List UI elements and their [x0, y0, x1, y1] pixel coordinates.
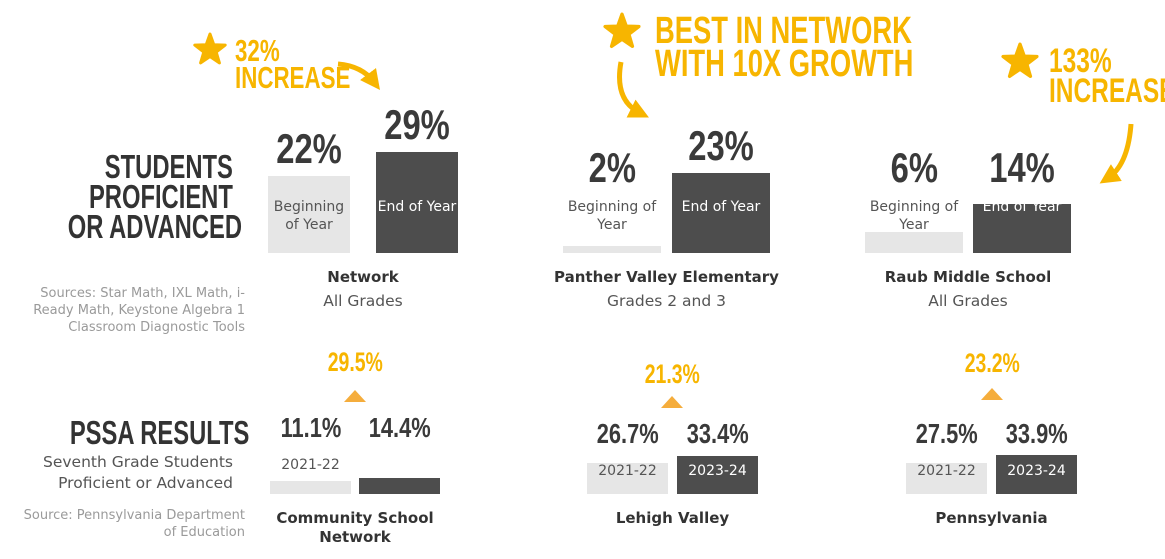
value-label: 26.7% [596, 418, 659, 449]
category-label: 2021-22 [598, 463, 657, 479]
heading-line: PROFICIENT [89, 178, 233, 215]
bar [672, 172, 770, 253]
annotation: 32% [235, 33, 280, 68]
chart-title: Lehigh Valley [615, 509, 730, 527]
up-triangle [981, 388, 1003, 400]
bar [865, 232, 963, 253]
bottom-heading: PSSA RESULTS [0, 416, 250, 449]
value-label: 29% [384, 100, 450, 148]
value-label: 23% [688, 121, 754, 169]
chart-subtitle: All Grades [928, 292, 1008, 310]
value-label-box: 14% [953, 144, 1091, 191]
value-label-box: 33.4% [657, 418, 778, 449]
annotation: 21.3% [644, 359, 700, 389]
star [193, 32, 227, 65]
chart-title: Raub Middle School [884, 268, 1052, 286]
bar [563, 246, 661, 253]
bar [677, 455, 758, 494]
source-note: Source: Pennsylvania Department of Educa… [23, 508, 245, 540]
heading-line: STUDENTS [104, 148, 233, 185]
annotation: BEST IN NETWORK [655, 10, 912, 52]
value-label: 33.4% [686, 418, 749, 449]
bar [996, 455, 1077, 494]
value-label: 14% [989, 144, 1055, 191]
bar [376, 151, 458, 253]
chart-title: Pennsylvania [935, 509, 1048, 527]
category-label: Beginning of Year [567, 199, 657, 233]
value-label: 14.4% [368, 412, 431, 443]
value-label-box: 2% [543, 144, 681, 191]
arrow [617, 61, 649, 118]
heading-line: OR ADVANCED [67, 208, 243, 245]
value-label: 22% [276, 125, 342, 172]
annotation: 29.5% [327, 347, 383, 377]
star [603, 12, 641, 48]
category-label: Beginning of Year [273, 199, 345, 233]
value-label: 27.5% [915, 418, 978, 449]
source-note: Sources: Star Math, IXL Math, i-Ready Ma… [33, 286, 245, 335]
category-label: 2023-24 [370, 457, 429, 473]
category-label: 2021-22 [281, 457, 340, 473]
bar [359, 477, 440, 494]
annotation: INCREASE [1049, 71, 1165, 110]
arrow [337, 61, 381, 90]
annotation-box: 133% [1049, 42, 1136, 80]
annotation-box: 29.5% [275, 347, 435, 377]
top-heading: STUDENTS PROFICIENT OR ADVANCED [0, 148, 242, 243]
value-label: 2% [588, 144, 636, 191]
chart-title: Panther Valley Elementary [554, 268, 779, 286]
annotation-box: INCREASE [1049, 71, 1165, 110]
annotation: 23.2% [964, 348, 1020, 378]
annotation-box: INCREASE [235, 60, 395, 96]
annotation-box: 23.2% [912, 348, 1072, 378]
value-label: 33.9% [1005, 418, 1068, 449]
value-label-box: 33.9% [976, 418, 1097, 449]
chart-title: Community School Network [276, 509, 434, 546]
annotation-box: 21.3% [592, 359, 752, 389]
category-label: 2021-22 [917, 463, 976, 479]
annotation-box: BEST IN NETWORK [655, 10, 1012, 52]
bar [906, 462, 987, 494]
value-label-box: 26.7% [567, 418, 688, 449]
chart-subtitle: All Grades [323, 292, 403, 310]
category-label: Beginning of Year [869, 199, 959, 233]
value-label: 6% [890, 144, 938, 191]
bar [587, 463, 668, 494]
up-triangle [344, 390, 366, 402]
category-label: End of Year [377, 199, 457, 215]
bar [268, 176, 350, 253]
value-label-box: 14.4% [339, 412, 460, 443]
subheading: Seventh Grade Students Proficient or Adv… [42, 453, 233, 492]
bar [973, 204, 1071, 253]
annotation: INCREASE [235, 60, 351, 96]
bar [270, 481, 351, 494]
value-label-box: 6% [845, 144, 983, 191]
category-label: 2023-24 [688, 463, 747, 479]
category-label: End of Year [681, 199, 761, 215]
value-label-box: 11.1% [250, 412, 371, 443]
arrow [1099, 123, 1134, 184]
value-label: 11.1% [280, 412, 341, 443]
chart-title: Network [327, 268, 399, 286]
annotation: WITH 10X GROWTH [655, 43, 914, 86]
category-label: End of Year [982, 199, 1062, 215]
value-label-box: 27.5% [886, 418, 1007, 449]
value-label-box: 29% [356, 100, 478, 148]
annotation-box: 32% [235, 33, 297, 68]
value-label-box: 22% [248, 125, 370, 172]
chart-subtitle: Grades 2 and 3 [607, 292, 726, 310]
heading-line: PSSA RESULTS [69, 414, 250, 451]
value-label-box: 23% [652, 121, 790, 169]
annotation-box: WITH 10X GROWTH [655, 43, 1014, 86]
up-triangle [661, 396, 683, 408]
category-label: 2023-24 [1007, 463, 1066, 479]
annotation: 133% [1049, 42, 1112, 80]
